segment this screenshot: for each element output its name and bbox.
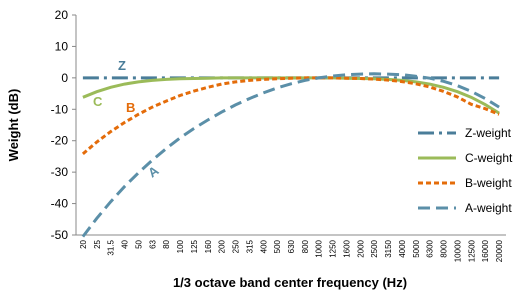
x-tick-label: 800: [301, 239, 310, 253]
y-tick-label: -20: [51, 134, 69, 148]
x-tick-label: 50: [134, 239, 143, 248]
line-series: [81, 76, 500, 156]
x-tick-label: 31.5: [107, 239, 116, 255]
x-tick-label: 2500: [370, 239, 379, 257]
y-tick-label: 0: [61, 71, 68, 85]
x-tick-label: 125: [190, 239, 199, 253]
x-tick-label: 20: [79, 239, 88, 248]
x-tick-label: 8000: [440, 239, 449, 257]
x-tick-label: 630: [287, 239, 296, 253]
x-tick-label: 1000: [315, 239, 324, 257]
curve-label: C: [93, 94, 103, 109]
y-tick-label: -30: [51, 165, 69, 179]
x-tick-label: 3150: [384, 239, 393, 257]
x-tick-label: 160: [204, 239, 213, 253]
x-tick-label: 1250: [329, 239, 338, 257]
legend-label: B-weight: [465, 176, 512, 190]
y-tick-label: 10: [55, 39, 69, 53]
y-tick-label: 20: [55, 8, 69, 22]
x-tick-label: 20000: [495, 239, 504, 262]
x-tick-label: 500: [273, 239, 282, 253]
x-tick-label: 40: [121, 239, 130, 248]
legend-label: A-weight: [465, 201, 512, 215]
curve-label: Z: [118, 58, 126, 73]
x-tick-label: 80: [162, 239, 171, 248]
x-tick-label: 16000: [481, 239, 490, 262]
y-tick-label: -50: [51, 228, 69, 242]
y-axis-title: Weight (dB): [6, 89, 21, 162]
x-tick-label: 63: [148, 239, 157, 248]
legend-label: C-weight: [465, 151, 513, 165]
x-axis-title: 1/3 octave band center frequency (Hz): [173, 275, 407, 290]
curve-label: B: [126, 100, 135, 115]
line-series: [81, 72, 500, 238]
x-tick-label: 6300: [426, 239, 435, 257]
x-tick-label: 400: [259, 239, 268, 253]
x-tick-label: 4000: [398, 239, 407, 257]
x-tick-label: 250: [232, 239, 241, 253]
x-tick-label: 10000: [453, 239, 462, 262]
legend-label: Z-weight: [465, 126, 512, 140]
x-tick-label: 25: [93, 239, 102, 248]
y-tick-label: -10: [51, 102, 69, 116]
x-tick-label: 1600: [342, 239, 351, 257]
x-tick-label: 2000: [356, 239, 365, 257]
y-tick-label: -40: [51, 197, 69, 211]
x-tick-label: 315: [245, 239, 254, 253]
x-tick-label: 200: [218, 239, 227, 253]
x-tick-label: 12500: [467, 239, 476, 262]
x-tick-label: 100: [176, 239, 185, 253]
x-tick-label: 5000: [412, 239, 421, 257]
